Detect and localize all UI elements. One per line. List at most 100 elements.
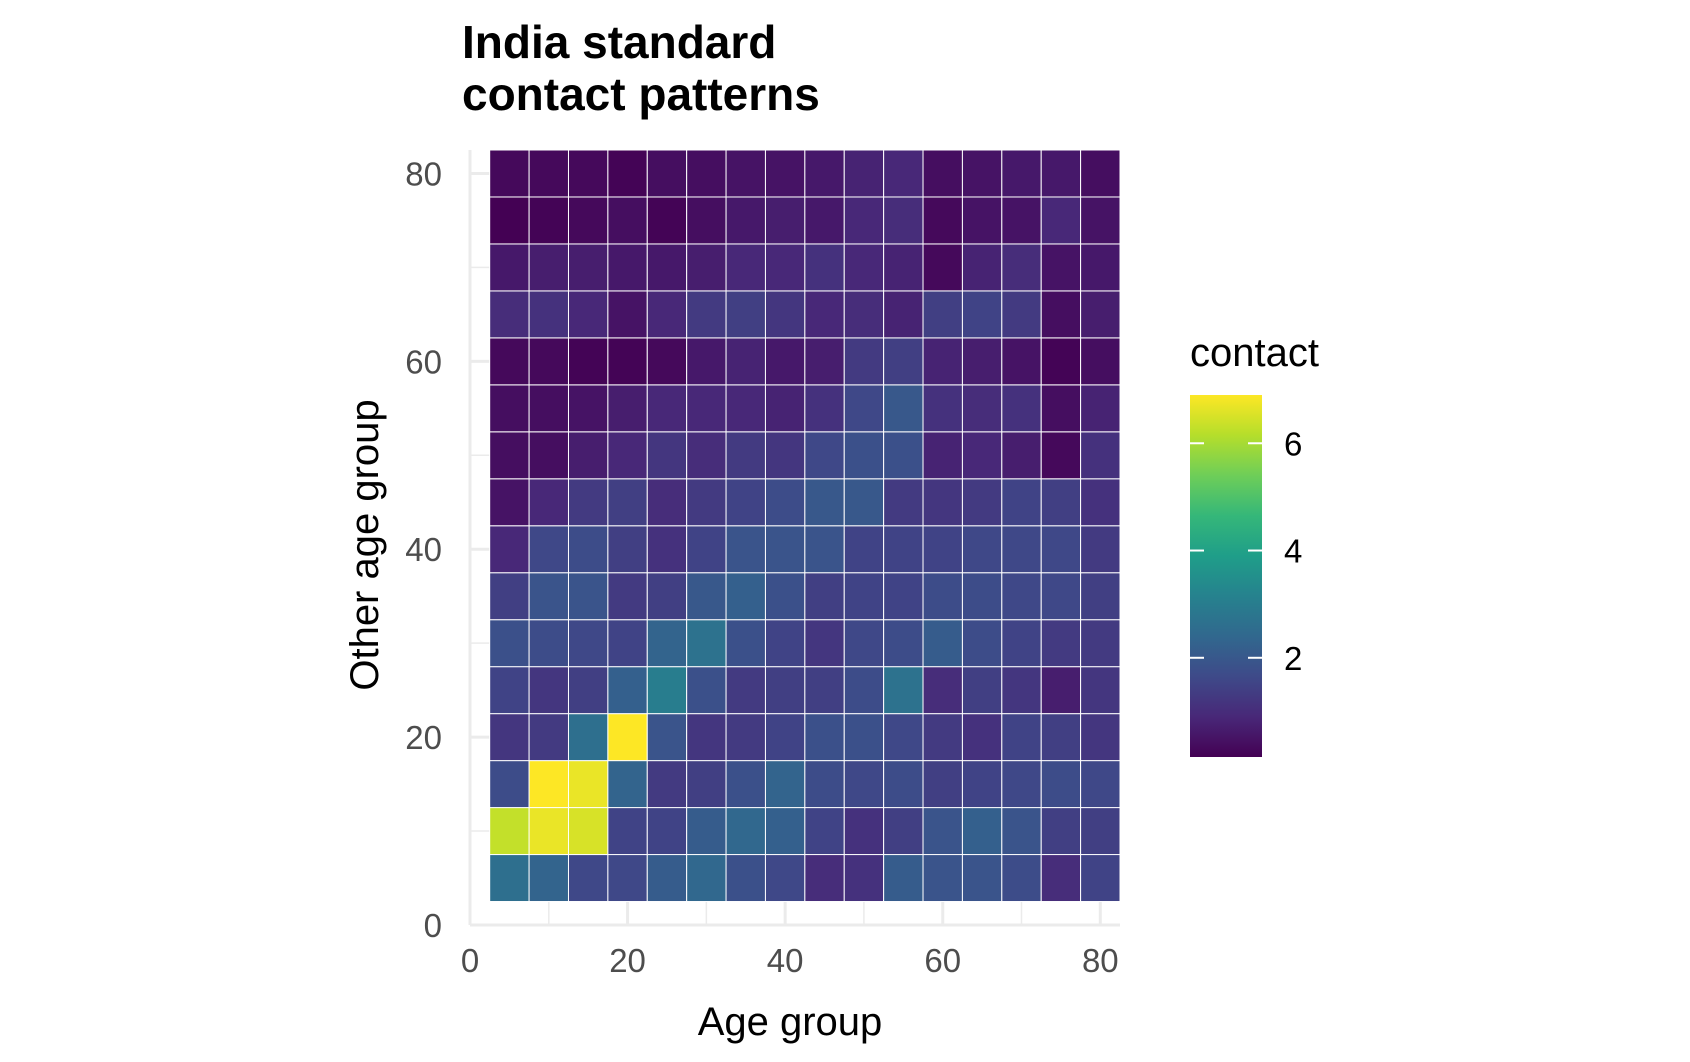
heatmap-cell bbox=[961, 431, 1003, 480]
heatmap-cell bbox=[843, 149, 885, 198]
heatmap-cell bbox=[646, 149, 688, 198]
heatmap-cell bbox=[883, 713, 924, 762]
heatmap-cell bbox=[489, 196, 530, 245]
heatmap-cells bbox=[489, 149, 1121, 903]
heatmap-cell bbox=[528, 431, 569, 480]
heatmap-cell bbox=[922, 713, 963, 762]
chart-title-line-2: contact patterns bbox=[462, 68, 820, 120]
heatmap-cell bbox=[607, 760, 648, 809]
heatmap-cell bbox=[764, 196, 806, 245]
heatmap-cell bbox=[1001, 431, 1042, 480]
heatmap-cell bbox=[1001, 243, 1042, 292]
heatmap-cell bbox=[567, 666, 609, 715]
heatmap-cell bbox=[686, 478, 727, 527]
heatmap-cell bbox=[764, 666, 806, 715]
heatmap-cell bbox=[646, 290, 688, 339]
heatmap-cell bbox=[528, 807, 569, 856]
heatmap-cell bbox=[725, 337, 766, 386]
heatmap-cell bbox=[1040, 149, 1082, 198]
chart-title: India standard contact patterns bbox=[462, 16, 820, 120]
heatmap-cell bbox=[489, 243, 530, 292]
heatmap-cell bbox=[764, 807, 806, 856]
heatmap-cell bbox=[1001, 713, 1042, 762]
heatmap-cell bbox=[764, 572, 806, 621]
heatmap-cell bbox=[922, 337, 963, 386]
heatmap-cell bbox=[961, 572, 1003, 621]
heatmap-cell bbox=[646, 572, 688, 621]
heatmap-cell bbox=[646, 807, 688, 856]
heatmap-cell bbox=[883, 243, 924, 292]
heatmap-cell bbox=[489, 572, 530, 621]
heatmap-cell bbox=[725, 525, 766, 574]
heatmap-cell bbox=[961, 760, 1003, 809]
heatmap-cell bbox=[607, 619, 648, 668]
heatmap-cell bbox=[883, 196, 924, 245]
heatmap-cell bbox=[922, 760, 963, 809]
legend-title: contact bbox=[1190, 331, 1319, 375]
heatmap-cell bbox=[607, 337, 648, 386]
y-tick-label: 20 bbox=[405, 719, 442, 756]
heatmap-cell bbox=[567, 572, 609, 621]
heatmap-cell bbox=[725, 854, 766, 903]
heatmap-cell bbox=[686, 196, 727, 245]
heatmap-cell bbox=[646, 854, 688, 903]
heatmap-cell bbox=[1001, 807, 1042, 856]
heatmap-cell bbox=[764, 243, 806, 292]
heatmap-cell bbox=[1001, 760, 1042, 809]
heatmap-cell bbox=[922, 290, 963, 339]
heatmap-cell bbox=[686, 290, 727, 339]
heatmap-cell bbox=[646, 478, 688, 527]
heatmap-cell bbox=[489, 760, 530, 809]
heatmap-cell bbox=[646, 337, 688, 386]
heatmap-cell bbox=[804, 666, 845, 715]
heatmap-cell bbox=[646, 525, 688, 574]
heatmap-cell bbox=[489, 713, 530, 762]
heatmap-cell bbox=[725, 384, 766, 433]
heatmap-cell bbox=[567, 713, 609, 762]
heatmap-cell bbox=[567, 478, 609, 527]
heatmap-cell bbox=[686, 713, 727, 762]
heatmap-cell bbox=[1040, 807, 1082, 856]
heatmap-cell bbox=[489, 337, 530, 386]
heatmap-cell bbox=[922, 384, 963, 433]
heatmap-cell bbox=[1080, 854, 1121, 903]
heatmap-cell bbox=[804, 807, 845, 856]
heatmap-cell bbox=[725, 807, 766, 856]
heatmap-cell bbox=[961, 384, 1003, 433]
heatmap-cell bbox=[725, 478, 766, 527]
heatmap-cell bbox=[1080, 572, 1121, 621]
heatmap-cell bbox=[686, 384, 727, 433]
heatmap-cell bbox=[922, 243, 963, 292]
heatmap-cell bbox=[1080, 525, 1121, 574]
heatmap-cell bbox=[883, 337, 924, 386]
heatmap-cell bbox=[843, 243, 885, 292]
heatmap-cell bbox=[764, 478, 806, 527]
heatmap-cell bbox=[804, 619, 845, 668]
heatmap-cell bbox=[883, 572, 924, 621]
heatmap-cell bbox=[883, 384, 924, 433]
heatmap-cell bbox=[922, 807, 963, 856]
heatmap-cell bbox=[567, 149, 609, 198]
heatmap-cell bbox=[528, 149, 569, 198]
heatmap-cell bbox=[607, 478, 648, 527]
heatmap-cell bbox=[725, 149, 766, 198]
heatmap-cell bbox=[646, 666, 688, 715]
heatmap-cell bbox=[725, 619, 766, 668]
heatmap-cell bbox=[489, 666, 530, 715]
heatmap-cell bbox=[1080, 478, 1121, 527]
heatmap-cell bbox=[607, 572, 648, 621]
heatmap-cell bbox=[686, 149, 727, 198]
heatmap-cell bbox=[804, 760, 845, 809]
heatmap-cell bbox=[764, 290, 806, 339]
heatmap-cell bbox=[1040, 290, 1082, 339]
heatmap-cell bbox=[528, 854, 569, 903]
heatmap-cell bbox=[804, 478, 845, 527]
heatmap-cell bbox=[843, 196, 885, 245]
heatmap-cell bbox=[883, 854, 924, 903]
heatmap-cell bbox=[764, 713, 806, 762]
heatmap-cell bbox=[646, 760, 688, 809]
heatmap-cell bbox=[567, 290, 609, 339]
heatmap-cell bbox=[764, 525, 806, 574]
heatmap-cell bbox=[686, 431, 727, 480]
heatmap-cell bbox=[725, 290, 766, 339]
